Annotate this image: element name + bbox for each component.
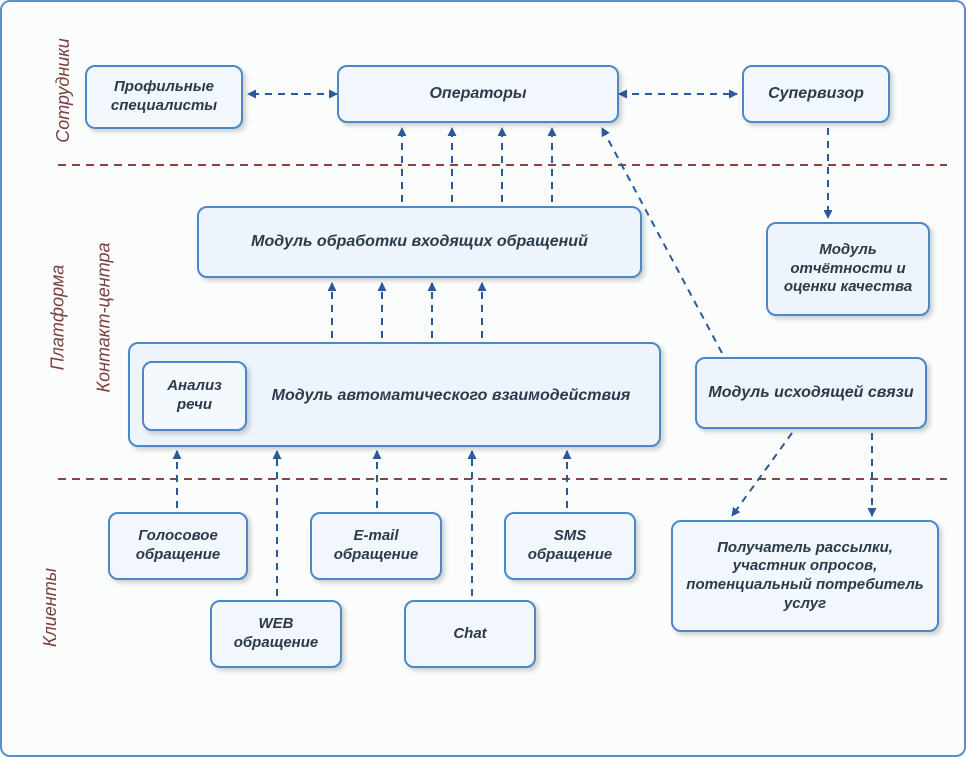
node-label: Модуль отчётности и оценки качества [778,241,918,297]
section-label-row3: Клиенты [11,597,41,618]
node-speech: Анализ речи [142,361,247,431]
section-label-text: Сотрудники [53,38,74,143]
node-label: Голосовое обращение [120,527,236,565]
node-inbound: Модуль обработки входящих обращений [197,206,642,278]
node-label: WEB обращение [222,615,330,653]
node-label: Модуль автоматического взаимодействия [272,387,631,405]
diagram-stage: СотрудникиПлатформаКонтакт-центраКлиенты… [0,0,966,757]
node-supervisor: Супервизор [742,65,890,123]
node-specialists: Профильные специалисты [85,65,243,129]
node-label: Модуль обработки входящих обращений [251,232,588,252]
edge [732,433,792,516]
section-label-text: Контакт-центра [94,242,115,392]
node-web: WEB обращение [210,600,342,668]
node-label: Операторы [429,84,526,104]
node-label: Анализ речи [154,377,235,415]
node-auto-label: Модуль автоматического взаимодействия [261,361,641,431]
node-label: E-mail обращение [322,527,430,565]
node-label: Модуль исходящей связи [708,383,913,403]
node-sms: SMS обращение [504,512,636,580]
node-chat: Chat [404,600,536,668]
section-label-row1: Сотрудники [11,80,41,101]
node-reporting: Модуль отчётности и оценки качества [766,222,930,316]
node-operators: Операторы [337,65,619,123]
node-voice: Голосовое обращение [108,512,248,580]
section-label-row2b: Контакт-центра [29,307,59,328]
node-label: Профильные специалисты [97,78,231,116]
node-email: E-mail обращение [310,512,442,580]
node-label: Получатель рассылки, участник опросов, п… [683,539,927,614]
node-label: Супервизор [768,84,864,104]
node-outbound: Модуль исходящей связи [695,357,927,429]
section-label-text: Клиенты [40,568,61,647]
node-label: SMS обращение [516,527,624,565]
node-recipient: Получатель рассылки, участник опросов, п… [671,520,939,632]
node-label: Chat [453,625,486,644]
